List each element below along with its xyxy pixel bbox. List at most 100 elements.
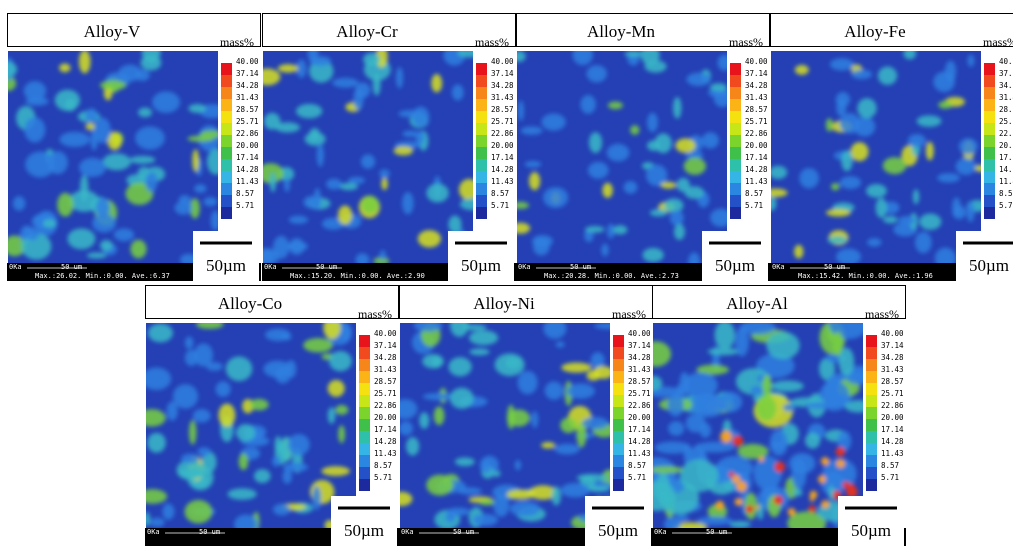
blob: [100, 80, 126, 90]
footer-label: 0Ka: [264, 263, 277, 271]
colorbar-tick-label: 34.28: [491, 81, 514, 90]
colorbar-tick-label: 22.86: [236, 129, 259, 138]
blob: [142, 367, 171, 390]
blob: [851, 69, 872, 79]
blob: [363, 53, 380, 67]
footer-scale: 50 um: [316, 263, 337, 271]
colorbar-segment: [359, 347, 370, 359]
blob: [507, 405, 515, 430]
blob: [469, 330, 498, 345]
panel: Alloy-Comass%40.0037.1434.2831.4328.5725…: [138, 286, 399, 546]
colorbar-tick-label: 22.86: [628, 401, 651, 410]
colorbar-segment: [613, 455, 624, 467]
colorbar-segment: [984, 135, 995, 147]
colorbar-segment: [730, 183, 741, 195]
blob: [250, 399, 269, 411]
blob: [769, 166, 787, 179]
panel: Alloy-Femass%40.0037.1434.2831.4328.5725…: [763, 14, 1013, 282]
colorbar-tick-label: 28.57: [236, 105, 259, 114]
blob: [531, 411, 538, 428]
blob: [273, 236, 289, 259]
blob: [710, 209, 732, 227]
blob: [710, 83, 727, 91]
colorbar-segment: [613, 335, 624, 347]
colorbar-segment: [730, 195, 741, 207]
blob: [867, 238, 881, 247]
blob: [762, 375, 771, 397]
panel: Alloy-Mnmass%40.0037.1434.2831.4328.5725…: [511, 14, 770, 282]
scale-label: 50µm: [344, 521, 384, 540]
blob: [283, 463, 308, 472]
blob: [952, 197, 961, 215]
figure-canvas: Alloy-Vmass%40.0037.1434.2831.4328.5725.…: [0, 0, 1013, 546]
blob: [799, 168, 819, 188]
colorbar-tick-label: 17.14: [881, 425, 904, 434]
blob: [593, 366, 614, 379]
blob: [185, 336, 194, 349]
colorbar-tick-label: 34.28: [881, 353, 904, 362]
blob: [138, 108, 152, 118]
colorbar-tick-label: 40.00: [999, 57, 1013, 66]
colorbar-tick-label: 8.57: [881, 461, 899, 470]
colorbar-tick-label: 37.14: [745, 69, 768, 78]
hot-spot: [736, 481, 746, 491]
blob: [850, 142, 868, 161]
blob: [338, 205, 352, 224]
colorbar-segment: [359, 455, 370, 467]
colorbar-tick-label: 34.28: [374, 353, 397, 362]
blob: [361, 196, 379, 214]
colorbar-tick-label: 17.14: [628, 425, 651, 434]
blob: [310, 56, 332, 66]
colorbar-tick-label: 25.71: [881, 389, 904, 398]
blob: [573, 44, 593, 65]
blob: [286, 360, 297, 378]
blob: [674, 224, 685, 240]
blob: [152, 91, 180, 113]
blob: [854, 117, 876, 137]
blob: [262, 249, 273, 262]
blob: [321, 466, 350, 476]
panel-title: Alloy-Cr: [336, 22, 398, 41]
colorbar-tick-label: 20.00: [881, 413, 904, 422]
colorbar-segment: [866, 383, 877, 395]
blob: [197, 447, 210, 456]
blob: [866, 184, 887, 198]
blob: [103, 153, 131, 170]
hot-spot: [810, 496, 815, 501]
colorbar-segment: [359, 407, 370, 419]
blob: [147, 433, 166, 453]
colorbar-segment: [359, 479, 370, 491]
blob: [766, 197, 777, 211]
colorbar-tick-label: 5.71: [999, 201, 1013, 210]
colorbar-segment: [866, 467, 877, 479]
colorbar-segment: [359, 431, 370, 443]
colorbar-segment: [613, 419, 624, 431]
colorbar-tick-label: 25.71: [999, 117, 1013, 126]
blob: [552, 486, 561, 505]
colorbar-segment: [476, 171, 487, 183]
blob: [138, 409, 166, 426]
blob: [288, 434, 310, 455]
blob: [188, 104, 206, 113]
colorbar-segment: [730, 159, 741, 171]
unit-label: mass%: [358, 307, 392, 321]
blob: [396, 67, 403, 88]
colorbar-tick-label: 25.71: [745, 117, 768, 126]
blob: [57, 193, 73, 217]
blob: [715, 321, 735, 350]
blob: [239, 453, 248, 470]
hot-spot: [821, 500, 829, 508]
blob: [92, 214, 116, 233]
blob: [24, 117, 45, 142]
blob: [431, 74, 442, 92]
blob: [455, 457, 475, 466]
blob: [448, 357, 471, 376]
colorbar-segment: [476, 195, 487, 207]
blob: [448, 216, 461, 234]
blob: [43, 219, 56, 228]
blob: [402, 192, 414, 214]
colorbar-segment: [359, 467, 370, 479]
blob: [645, 60, 667, 72]
blob: [79, 50, 91, 74]
colorbar-tick-label: 40.00: [745, 57, 768, 66]
